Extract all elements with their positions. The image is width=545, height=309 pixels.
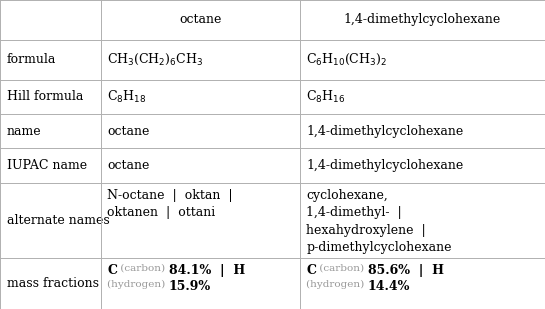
Text: (carbon): (carbon) — [117, 264, 169, 273]
Text: 1,4-dimethylcyclohexane: 1,4-dimethylcyclohexane — [306, 159, 464, 172]
Text: Hill formula: Hill formula — [7, 90, 83, 103]
Text: 14.4%: 14.4% — [368, 280, 410, 293]
Text: C: C — [306, 264, 316, 277]
Text: octane: octane — [179, 13, 221, 26]
Text: 85.6%  |  H: 85.6% | H — [368, 264, 444, 277]
Text: C: C — [107, 264, 117, 277]
Text: C$_6$H$_{10}$(CH$_3$)$_2$: C$_6$H$_{10}$(CH$_3$)$_2$ — [306, 52, 387, 67]
Text: alternate names: alternate names — [7, 214, 110, 226]
Text: 1,4-dimethylcyclohexane: 1,4-dimethylcyclohexane — [344, 13, 501, 26]
Text: 1,4-dimethylcyclohexane: 1,4-dimethylcyclohexane — [306, 125, 464, 138]
Text: name: name — [7, 125, 41, 138]
Text: formula: formula — [7, 53, 56, 66]
Text: (hydrogen): (hydrogen) — [107, 280, 169, 289]
Text: mass fractions: mass fractions — [7, 277, 99, 290]
Text: 15.9%: 15.9% — [169, 280, 211, 293]
Text: C$_8$H$_{16}$: C$_8$H$_{16}$ — [306, 89, 346, 105]
Text: (hydrogen): (hydrogen) — [306, 280, 368, 289]
Text: C$_8$H$_{18}$: C$_8$H$_{18}$ — [107, 89, 147, 105]
Text: (carbon): (carbon) — [316, 264, 368, 273]
Text: CH$_3$(CH$_2$)$_6$CH$_3$: CH$_3$(CH$_2$)$_6$CH$_3$ — [107, 52, 204, 67]
Text: IUPAC name: IUPAC name — [7, 159, 87, 172]
Text: octane: octane — [107, 159, 150, 172]
Text: cyclohexane,
1,4-dimethyl-  |
hexahydroxylene  |
p-dimethylcyclohexane: cyclohexane, 1,4-dimethyl- | hexahydroxy… — [306, 189, 452, 254]
Text: N-octane  |  oktan  |
oktanen  |  ottani: N-octane | oktan | oktanen | ottani — [107, 189, 233, 219]
Text: 84.1%  |  H: 84.1% | H — [169, 264, 245, 277]
Text: octane: octane — [107, 125, 150, 138]
